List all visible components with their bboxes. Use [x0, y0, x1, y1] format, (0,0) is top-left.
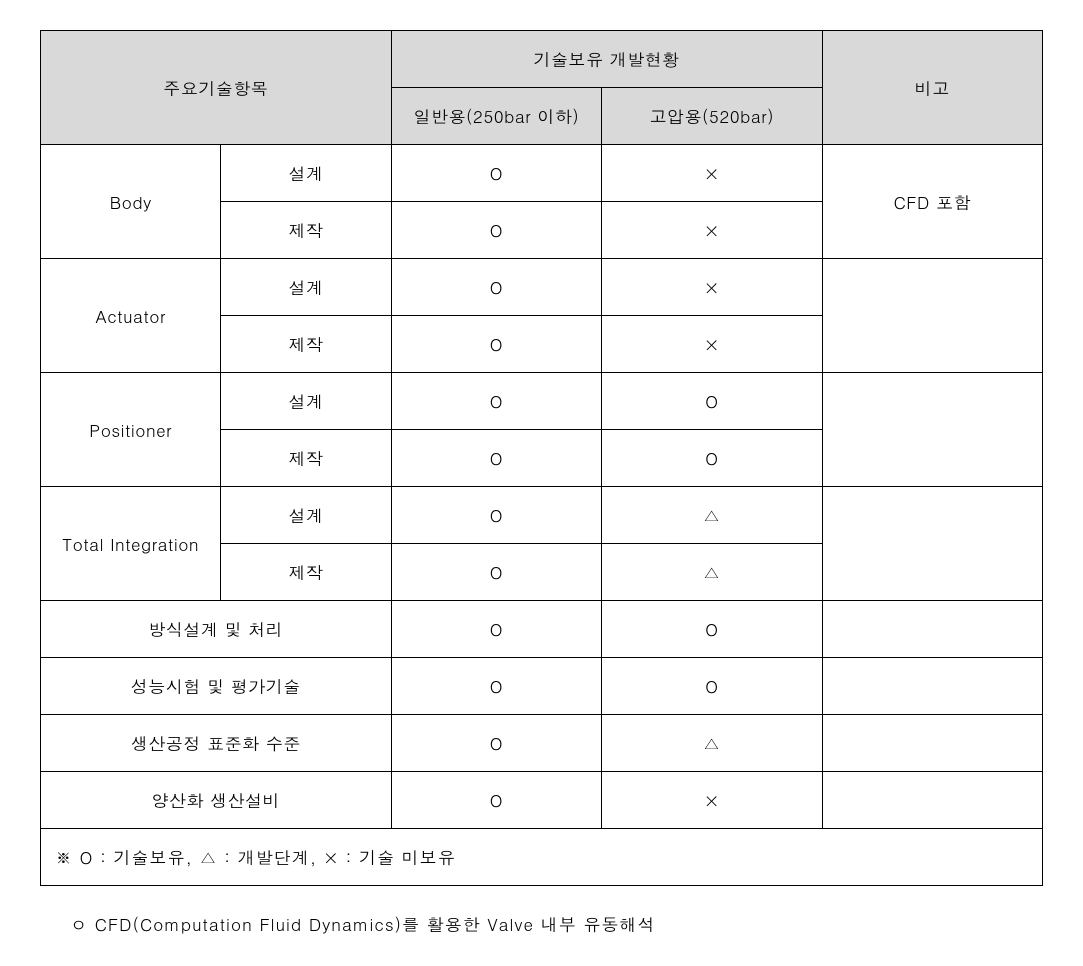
- table-row: 방식설계 및 처리 O O: [41, 601, 1043, 658]
- table-row: Positioner 설계 O O: [41, 373, 1043, 430]
- header-high-pressure: 고압용(520bar): [602, 88, 822, 145]
- general-cell: O: [391, 487, 601, 544]
- aspect-cell: 제작: [221, 316, 391, 373]
- high-cell: ×: [602, 145, 822, 202]
- header-general: 일반용(250bar 이하): [391, 88, 601, 145]
- high-cell: O: [602, 430, 822, 487]
- note-cell: [822, 487, 1042, 601]
- general-cell: O: [391, 430, 601, 487]
- general-cell: O: [391, 259, 601, 316]
- table-row: Actuator 설계 O ×: [41, 259, 1043, 316]
- high-cell: O: [602, 601, 822, 658]
- general-cell: O: [391, 715, 601, 772]
- general-cell: O: [391, 316, 601, 373]
- aspect-cell: 설계: [221, 145, 391, 202]
- high-cell: O: [602, 658, 822, 715]
- note-cell: [822, 658, 1042, 715]
- single-label: 방식설계 및 처리: [41, 601, 392, 658]
- table-row: 성능시험 및 평가기술 O O: [41, 658, 1043, 715]
- note-cell: CFD 포함: [822, 145, 1042, 259]
- header-dev-status: 기술보유 개발현황: [391, 31, 822, 88]
- note-cell: [822, 373, 1042, 487]
- header-note: 비고: [822, 31, 1042, 145]
- high-cell: △: [602, 715, 822, 772]
- aspect-cell: 설계: [221, 487, 391, 544]
- legend-text: ※ O : 기술보유, △ : 개발단계, × : 기술 미보유: [41, 829, 1043, 886]
- note-cell: [822, 715, 1042, 772]
- general-cell: O: [391, 601, 601, 658]
- single-label: 양산화 생산설비: [41, 772, 392, 829]
- footnote-text: ㅇ CFD(Computation Fluid Dynamics)를 활용한 V…: [70, 912, 1043, 936]
- note-cell: [822, 772, 1042, 829]
- aspect-cell: 제작: [221, 202, 391, 259]
- aspect-cell: 설계: [221, 259, 391, 316]
- aspect-cell: 제작: [221, 430, 391, 487]
- general-cell: O: [391, 202, 601, 259]
- table-row: Body 설계 O × CFD 포함: [41, 145, 1043, 202]
- group-label: Total Integration: [41, 487, 221, 601]
- group-label: Positioner: [41, 373, 221, 487]
- group-label: Actuator: [41, 259, 221, 373]
- high-cell: O: [602, 373, 822, 430]
- general-cell: O: [391, 373, 601, 430]
- general-cell: O: [391, 658, 601, 715]
- high-cell: ×: [602, 259, 822, 316]
- note-cell: [822, 601, 1042, 658]
- single-label: 생산공정 표준화 수준: [41, 715, 392, 772]
- tech-status-table: 주요기술항목 기술보유 개발현황 비고 일반용(250bar 이하) 고압용(5…: [40, 30, 1043, 886]
- group-label: Body: [41, 145, 221, 259]
- high-cell: ×: [602, 316, 822, 373]
- aspect-cell: 제작: [221, 544, 391, 601]
- general-cell: O: [391, 544, 601, 601]
- high-cell: ×: [602, 202, 822, 259]
- general-cell: O: [391, 772, 601, 829]
- high-cell: ×: [602, 772, 822, 829]
- high-cell: △: [602, 544, 822, 601]
- single-label: 성능시험 및 평가기술: [41, 658, 392, 715]
- aspect-cell: 설계: [221, 373, 391, 430]
- general-cell: O: [391, 145, 601, 202]
- legend-row: ※ O : 기술보유, △ : 개발단계, × : 기술 미보유: [41, 829, 1043, 886]
- note-cell: [822, 259, 1042, 373]
- header-main-tech: 주요기술항목: [41, 31, 392, 145]
- table-row: 양산화 생산설비 O ×: [41, 772, 1043, 829]
- high-cell: △: [602, 487, 822, 544]
- table-row: Total Integration 설계 O △: [41, 487, 1043, 544]
- table-row: 생산공정 표준화 수준 O △: [41, 715, 1043, 772]
